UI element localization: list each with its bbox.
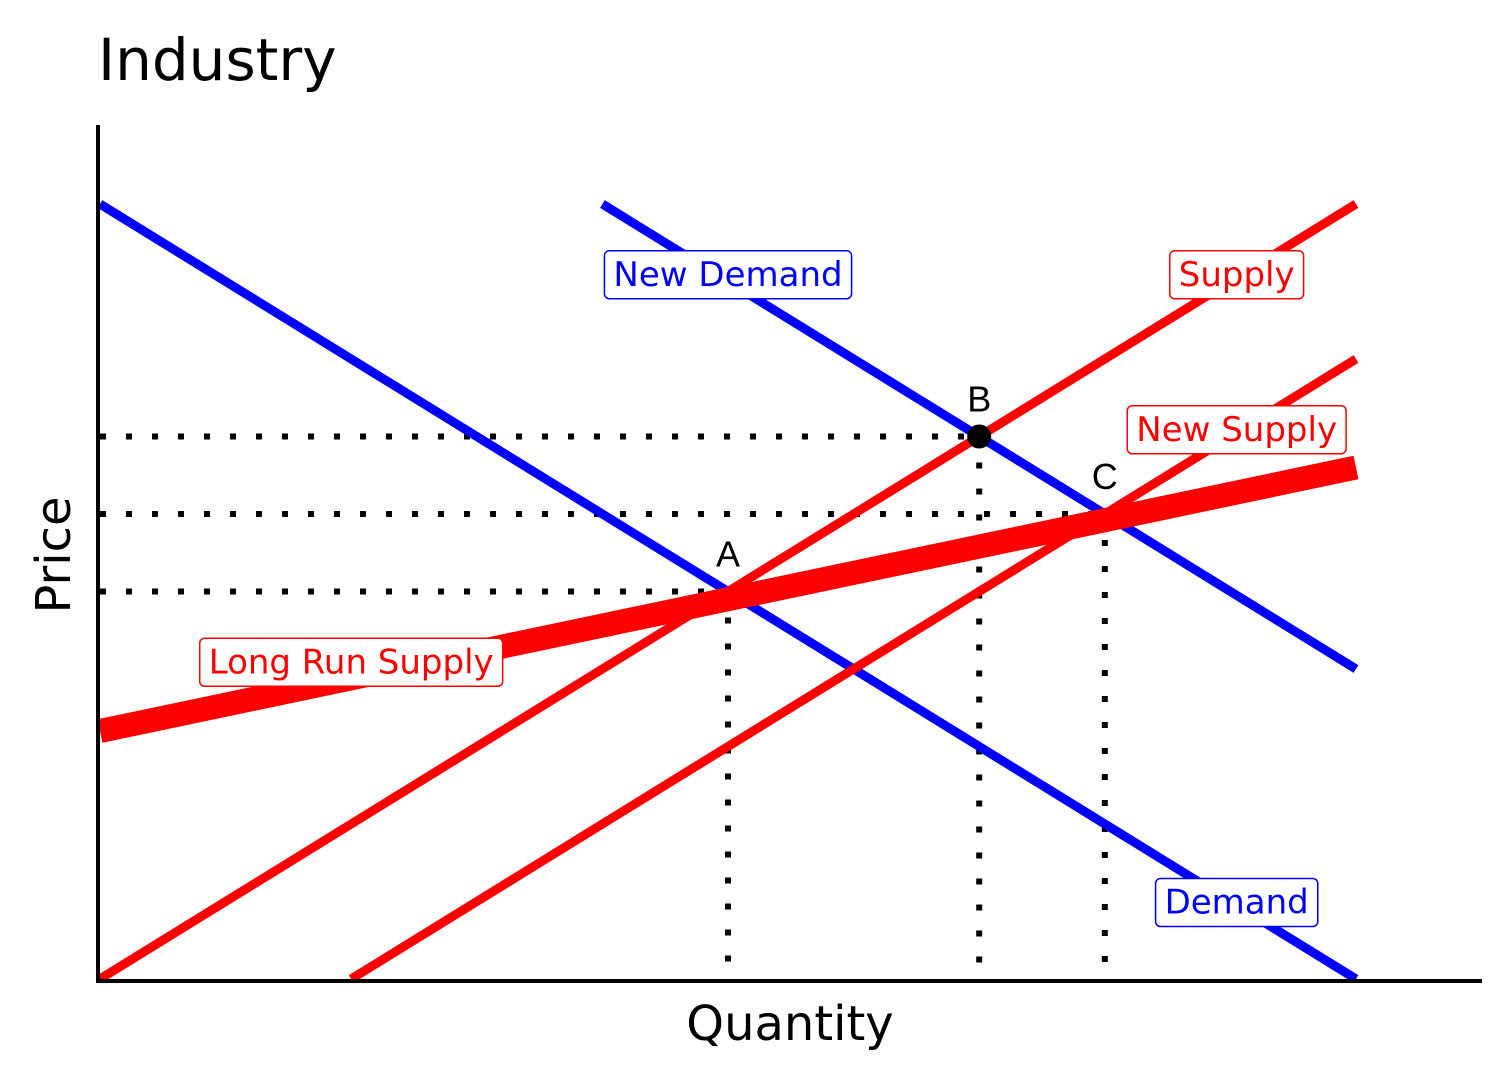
curve-labels: New Demand Supply New Supply Long Run Suppl… xyxy=(198,250,1347,928)
new-supply-label-text: New Supply xyxy=(1136,410,1337,450)
long-run-supply-line xyxy=(97,455,1359,743)
supply-label-box xyxy=(1168,250,1305,300)
new-supply-label-box xyxy=(1126,405,1347,455)
supply-label: Supply xyxy=(1168,250,1305,300)
demand-label-text: Demand xyxy=(1165,883,1309,923)
supply-label-text: Supply xyxy=(1179,255,1295,295)
point-c-label: C xyxy=(1092,456,1118,497)
new-demand-label-text: New Demand xyxy=(613,255,842,295)
new-demand-label: New Demand xyxy=(603,250,853,300)
curves xyxy=(97,200,1359,983)
new-supply-line xyxy=(348,355,1359,983)
chart-title: Industry xyxy=(98,26,337,94)
demand-label-box xyxy=(1154,877,1319,928)
point-a-label: A xyxy=(716,534,740,575)
demand-label: Demand xyxy=(1154,877,1319,928)
point-b-marker xyxy=(967,424,992,449)
new-supply-label: New Supply xyxy=(1126,405,1347,455)
long-run-supply-label-text: Long Run Supply xyxy=(209,642,494,682)
point-b-label: B xyxy=(967,379,991,420)
equilibrium-points: A B C xyxy=(716,379,1118,575)
x-axis-label: Quantity xyxy=(686,996,893,1052)
long-run-supply-label: Long Run Supply xyxy=(198,637,504,687)
guide-lines xyxy=(100,433,1108,979)
long-run-supply-label-box xyxy=(198,637,504,687)
new-demand-label-box xyxy=(603,250,853,300)
y-axis-label: Price xyxy=(26,496,82,613)
